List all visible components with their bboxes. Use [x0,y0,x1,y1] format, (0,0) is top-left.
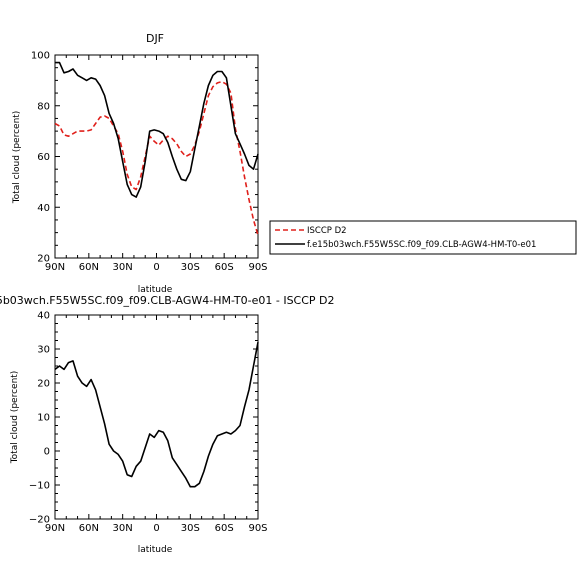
top-x-tick-label: 90N [45,262,65,273]
top-x-tick-label: 60S [215,262,234,273]
bottom-frame [54,314,259,520]
bottom-y-tick-label: 0 [44,447,50,458]
top-panel: DJF 90N 60N 30N 0 30S 60S 90S 20 40 60 80 100 latit… [12,32,268,295]
bottom-y-tick-label: 20 [37,379,50,390]
bottom-x-axis-label: latitude [138,545,173,555]
legend-label-isccp: ISCCP D2 [307,226,347,236]
top-series-line-0 [54,80,259,236]
bottom-x-tick-label: 60S [215,523,234,534]
top-y-tick-label: 80 [37,101,50,112]
legend-box [269,220,577,255]
top-y-tick-label: 60 [37,152,50,163]
bottom-x-tick-label: 60N [79,523,99,534]
bottom-x-tick-label: 90N [45,523,65,534]
top-x-tick-label: 90S [248,262,267,273]
top-x-axis-label: latitude [138,285,173,295]
bottom-x-tick-label: 90S [248,523,267,534]
bottom-y-tick-label: −20 [29,515,50,526]
bottom-series-layer [54,342,259,488]
top-y-tick-label: 20 [37,254,50,265]
top-series-line-1 [55,61,259,198]
bottom-x-tick-label: 30N [113,523,133,534]
top-x-tick-label: 30S [181,262,200,273]
bottom-chart-title: f.e15b03wch.F55W5SC.f09_f09.CLB-AGW4-HM-… [0,294,335,307]
bottom-y-tick-label: 30 [37,345,50,356]
bottom-y-tick-label: 10 [37,413,50,424]
top-y-tick-label: 40 [37,203,50,214]
top-y-tick-label: 100 [31,51,50,62]
top-x-tick-label: 0 [153,262,159,273]
top-x-tick-label: 60N [79,262,99,273]
top-x-tick-label: 30N [113,262,133,273]
bottom-y-axis-label: Total cloud (percent) [10,371,20,465]
bottom-x-tick-label: 30S [181,523,200,534]
bottom-x-tick-label: 0 [153,523,159,534]
bottom-y-tick-label: 40 [37,311,50,322]
top-series-layer [54,61,259,236]
bottom-panel: f.e15b03wch.F55W5SC.f09_f09.CLB-AGW4-HM-… [0,294,335,555]
bottom-series-line-0 [54,342,259,488]
legend-label-model: f.e15b03wch.F55W5SC.f09_f09.CLB-AGW4-HM-… [307,240,536,250]
bottom-plot-area: 90N 60N 30N 0 30S 60S 90S −20 −10 0 10 20 30 40 [29,311,268,535]
top-chart-title: DJF [146,32,164,45]
top-y-axis-label: Total cloud (percent) [12,111,22,205]
bottom-y-tick-label: −10 [29,481,50,492]
legend: ISCCP D2 f.e15b03wch.F55W5SC.f09_f09.CLB… [269,220,577,255]
top-plot-area: 90N 60N 30N 0 30S 60S 90S 20 40 60 80 100 [31,51,268,274]
